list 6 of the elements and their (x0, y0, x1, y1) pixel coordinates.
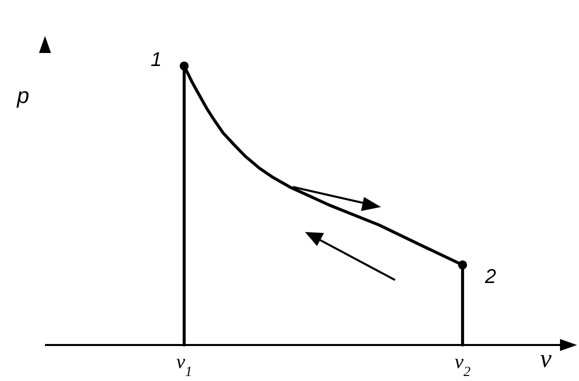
x-tick-label: v$_{1}$ (176, 351, 192, 380)
annotation: 2 (484, 266, 496, 288)
x-tick-label: v$_{2}$ (454, 351, 471, 380)
y-axis-title: p (16, 83, 30, 108)
annotation: 1 (150, 49, 162, 71)
x-axis-title: v (540, 344, 552, 373)
